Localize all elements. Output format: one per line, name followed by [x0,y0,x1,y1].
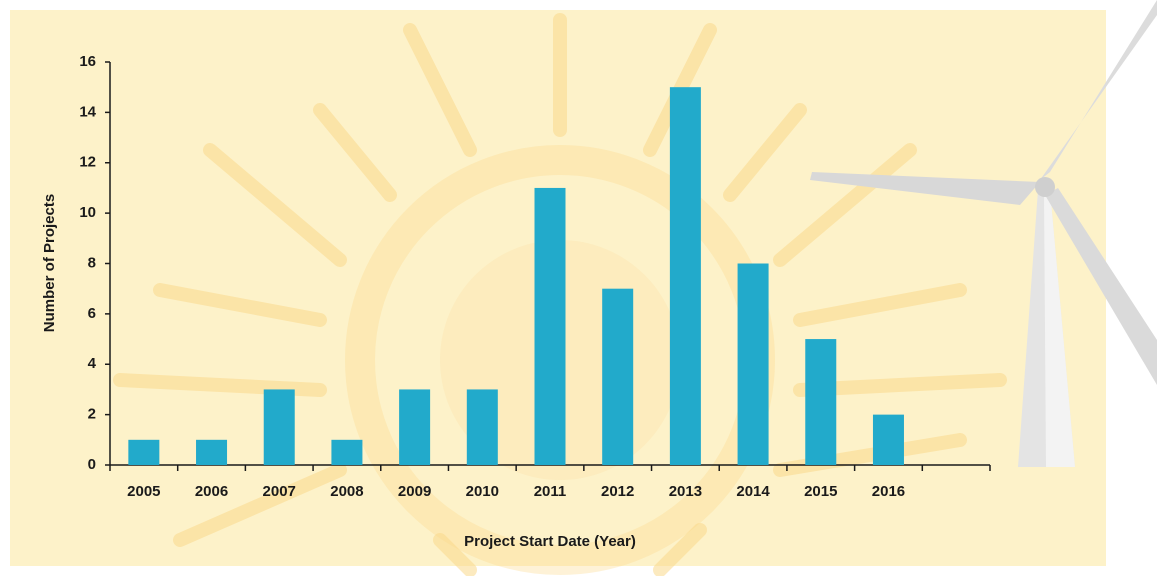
x-tick-label: 2007 [263,483,296,500]
x-tick-label: 2009 [398,483,431,500]
bar [128,439,160,465]
bar [466,389,498,465]
y-tick-label: 2 [88,406,96,423]
y-tick-label: 8 [88,254,96,271]
wind-turbine [810,0,1157,467]
y-tick-label: 6 [88,305,96,322]
bar [534,187,566,465]
x-tick-label: 2005 [127,483,160,500]
y-tick-label: 10 [79,204,96,221]
bar [737,263,769,465]
bar [602,288,634,465]
bar [872,414,904,465]
bar [196,439,228,465]
x-tick-label: 2012 [601,483,634,500]
bar [669,87,701,465]
x-tick-label: 2014 [736,483,770,500]
y-tick-label: 14 [79,103,96,120]
y-tick-label: 0 [88,456,96,473]
x-tick-label: 2006 [195,483,228,500]
bar [399,389,431,465]
bar [805,339,837,465]
x-tick-label: 2010 [466,483,499,500]
x-tick-label: 2016 [872,483,905,500]
x-tick-label: 2008 [330,483,363,500]
x-tick-label: 2015 [804,483,837,500]
x-tick-label: 2011 [534,483,567,500]
y-tick-label: 16 [79,53,96,70]
y-tick-label: 12 [79,154,96,171]
x-axis-title: Project Start Date (Year) [464,533,636,550]
x-tick-label: 2013 [669,483,702,500]
bar [263,389,295,465]
y-tick-label: 4 [88,355,97,372]
y-axis-title: Number of Projects [41,194,58,332]
bar [331,439,363,465]
